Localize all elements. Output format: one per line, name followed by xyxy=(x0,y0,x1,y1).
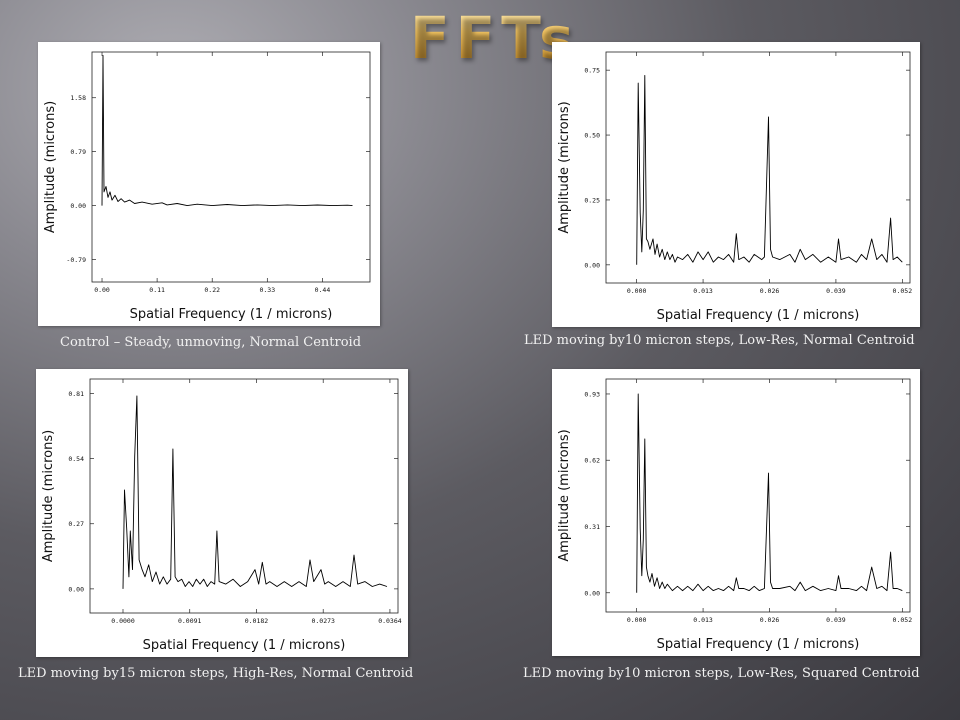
y-tick-label: 0.00 xyxy=(584,589,600,597)
y-tick-label: 0.00 xyxy=(70,202,86,210)
y-axis-title: Amplitude (microns) xyxy=(557,429,572,561)
y-tick-label: 0.00 xyxy=(68,585,84,593)
x-tick-label: 0.026 xyxy=(760,616,780,624)
chart-panel-1: 0.00 0.11 0.22 0.33 0.44 -0.79 0.00 0.79 1.58 Spa… xyxy=(38,42,380,326)
x-tick-label: 0.000 xyxy=(627,616,647,624)
x-tick-label: 0.000 xyxy=(627,287,647,295)
y-axis-title: Amplitude (microns) xyxy=(43,101,58,233)
y-tick-label: 0.79 xyxy=(70,148,86,156)
x-tick-label: 0.026 xyxy=(760,287,780,295)
x-tick-label: 0.33 xyxy=(259,286,275,294)
y-tick-label: 0.31 xyxy=(584,523,600,531)
y-tick-label: 0.93 xyxy=(584,390,600,398)
fft-series-line xyxy=(636,393,903,593)
fft-chart-4: 0.000 0.013 0.026 0.039 0.052 0.00 0.31 0.62 0.9… xyxy=(557,378,913,652)
y-tick-label: 0.27 xyxy=(68,520,84,528)
y-tick-label: 0.54 xyxy=(68,455,84,463)
chart-caption-4: LED moving by10 micron steps, Low-Res, S… xyxy=(523,666,920,681)
x-tick-label: 0.039 xyxy=(826,616,846,624)
x-axis-title: Spatial Frequency (1 / microns) xyxy=(657,308,860,323)
fft-chart-1: 0.00 0.11 0.22 0.33 0.44 -0.79 0.00 0.79 1.58 Spa… xyxy=(43,51,371,322)
x-tick-label: 0.11 xyxy=(149,286,165,294)
fft-series-line xyxy=(636,74,903,265)
x-tick-label: 0.052 xyxy=(893,616,913,624)
fft-series-line xyxy=(101,54,353,207)
fft-chart-2: 0.000 0.013 0.026 0.039 0.052 0.00 0.25 0.50 0.7… xyxy=(557,51,913,323)
x-tick-label: 0.0364 xyxy=(378,617,402,625)
y-tick-label: 0.25 xyxy=(584,196,600,204)
x-axis-title: Spatial Frequency (1 / microns) xyxy=(143,638,346,653)
y-tick-label: 1.58 xyxy=(70,94,86,102)
y-axis-title: Amplitude (microns) xyxy=(41,430,56,562)
chart-caption-2: LED moving by10 micron steps, Low-Res, N… xyxy=(524,333,915,348)
plot-frame xyxy=(91,51,371,283)
plot-frame xyxy=(605,51,911,284)
plot-frame xyxy=(89,378,399,614)
y-tick-label: 0.50 xyxy=(584,132,600,140)
x-tick-label: 0.013 xyxy=(693,287,713,295)
chart-caption-3: LED moving by15 micron steps, High-Res, … xyxy=(18,666,414,681)
x-tick-label: 0.052 xyxy=(893,287,913,295)
y-tick-label: 0.81 xyxy=(68,390,84,398)
x-axis-title: Spatial Frequency (1 / microns) xyxy=(657,637,860,652)
x-tick-label: 0.013 xyxy=(693,616,713,624)
plot-frame xyxy=(605,378,911,613)
y-tick-label: -0.79 xyxy=(66,256,86,264)
x-tick-label: 0.22 xyxy=(204,286,220,294)
y-tick-label: 0.00 xyxy=(584,261,600,269)
page-title: FFTs xyxy=(410,4,580,72)
chart-panel-4: 0.000 0.013 0.026 0.039 0.052 0.00 0.31 0.62 0.9… xyxy=(552,369,920,656)
fft-chart-3: 0.0000 0.0091 0.0182 0.0273 0.0364 0.00 0.27 0.… xyxy=(41,378,402,653)
chart-panel-3: 0.0000 0.0091 0.0182 0.0273 0.0364 0.00 0.27 0.… xyxy=(36,369,408,657)
y-tick-label: 0.62 xyxy=(584,457,600,465)
chart-caption-1: Control – Steady, unmoving, Normal Centr… xyxy=(60,335,362,350)
x-tick-label: 0.0273 xyxy=(311,617,335,625)
chart-panel-2: 0.000 0.013 0.026 0.039 0.052 0.00 0.25 0.50 0.7… xyxy=(552,42,920,327)
x-tick-label: 0.0182 xyxy=(245,617,269,625)
x-tick-label: 0.44 xyxy=(315,286,331,294)
x-tick-label: 0.0000 xyxy=(111,617,135,625)
y-tick-label: 0.75 xyxy=(584,67,600,75)
x-tick-label: 0.00 xyxy=(94,286,110,294)
y-axis-title: Amplitude (microns) xyxy=(557,101,572,233)
fft-series-line xyxy=(122,395,388,589)
x-axis-title: Spatial Frequency (1 / microns) xyxy=(130,307,333,322)
x-tick-label: 0.0091 xyxy=(178,617,202,625)
x-tick-label: 0.039 xyxy=(826,287,846,295)
